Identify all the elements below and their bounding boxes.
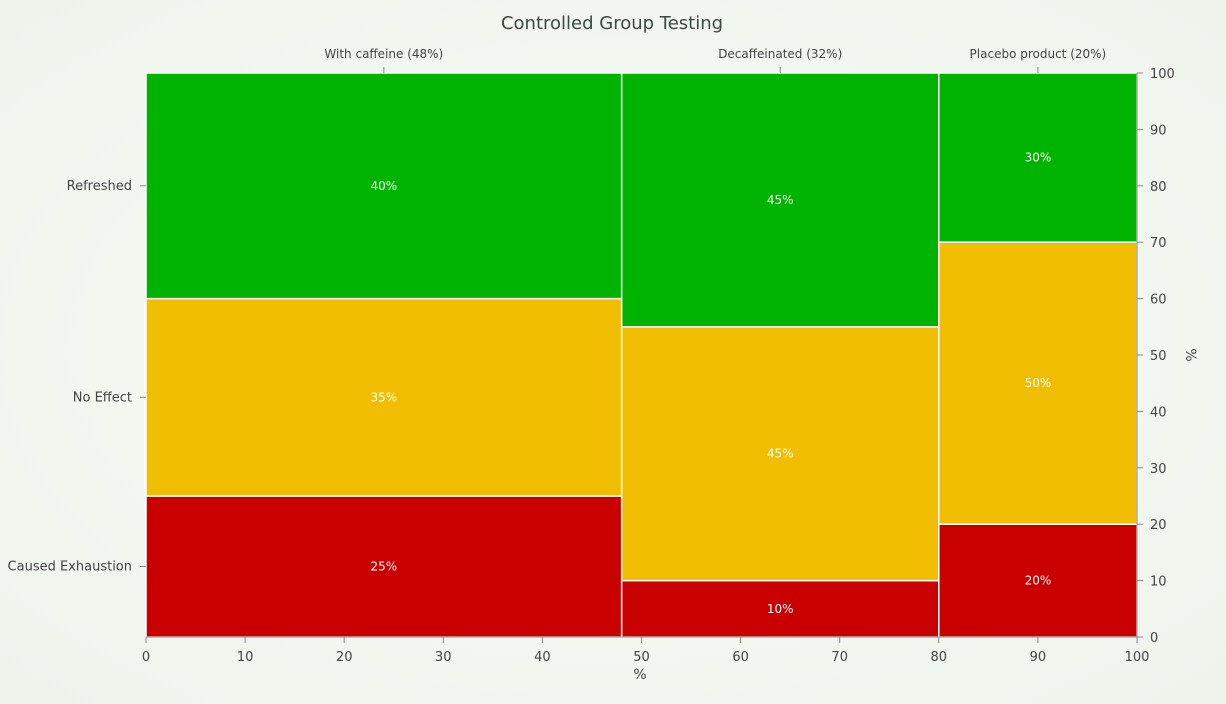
y-tick-label: 20 xyxy=(1150,518,1167,533)
y-tick-label: 60 xyxy=(1150,293,1167,308)
x-tick-label: 60 xyxy=(732,650,749,665)
y-tick-label: 40 xyxy=(1150,405,1167,420)
mosaic-cell xyxy=(938,523,1138,638)
mosaic-cell xyxy=(145,72,623,300)
x-tick-label: 0 xyxy=(142,650,150,665)
cell-label: 25% xyxy=(371,560,398,574)
cell-label: 40% xyxy=(371,179,398,193)
row-label: Refreshed xyxy=(67,179,132,194)
y-axis-label: % xyxy=(1182,348,1198,361)
chart-title: Controlled Group Testing xyxy=(501,13,723,34)
cell-label: 45% xyxy=(767,447,794,461)
cell-label: 20% xyxy=(1025,574,1052,588)
x-tick-label: 90 xyxy=(1030,650,1047,665)
column-label: Placebo product (20%) xyxy=(970,47,1107,61)
x-tick-label: 40 xyxy=(534,650,551,665)
cell-label: 45% xyxy=(767,193,794,207)
y-tick-label: 30 xyxy=(1150,462,1167,477)
y-tick-label: 80 xyxy=(1150,180,1167,195)
x-tick-label: 50 xyxy=(633,650,650,665)
cell-label: 30% xyxy=(1025,151,1052,165)
y-tick-label: 0 xyxy=(1150,631,1158,646)
mosaic-cell xyxy=(620,72,940,328)
mosaic-cell xyxy=(938,72,1138,243)
cell-label: 35% xyxy=(371,390,398,404)
cell-label: 10% xyxy=(767,602,794,616)
y-tick-label: 50 xyxy=(1150,349,1167,364)
x-axis-label: % xyxy=(633,667,646,683)
column-label: Decaffeinated (32%) xyxy=(718,47,842,61)
x-tick-label: 20 xyxy=(336,650,353,665)
row-label: Caused Exhaustion xyxy=(8,560,132,575)
cell-label: 50% xyxy=(1025,376,1052,390)
column-label: With caffeine (48%) xyxy=(324,47,443,61)
x-tick-label: 30 xyxy=(435,650,452,665)
row-label: No Effect xyxy=(73,390,132,405)
y-tick-label: 10 xyxy=(1150,575,1167,590)
y-tick-label: 100 xyxy=(1150,67,1175,82)
x-tick-label: 80 xyxy=(931,650,948,665)
mosaic-cell xyxy=(620,579,940,638)
x-tick-label: 10 xyxy=(237,650,254,665)
y-tick-label: 70 xyxy=(1150,236,1167,251)
mosaic-cell xyxy=(145,495,623,638)
x-tick-label: 100 xyxy=(1125,650,1150,665)
y-tick-label: 90 xyxy=(1150,123,1167,138)
x-tick-label: 70 xyxy=(831,650,848,665)
mosaic-cell xyxy=(620,326,940,582)
plot-area: 25% 35% 40% With caffeine (48%) 10% 45% 45% Dec… xyxy=(8,47,1175,665)
